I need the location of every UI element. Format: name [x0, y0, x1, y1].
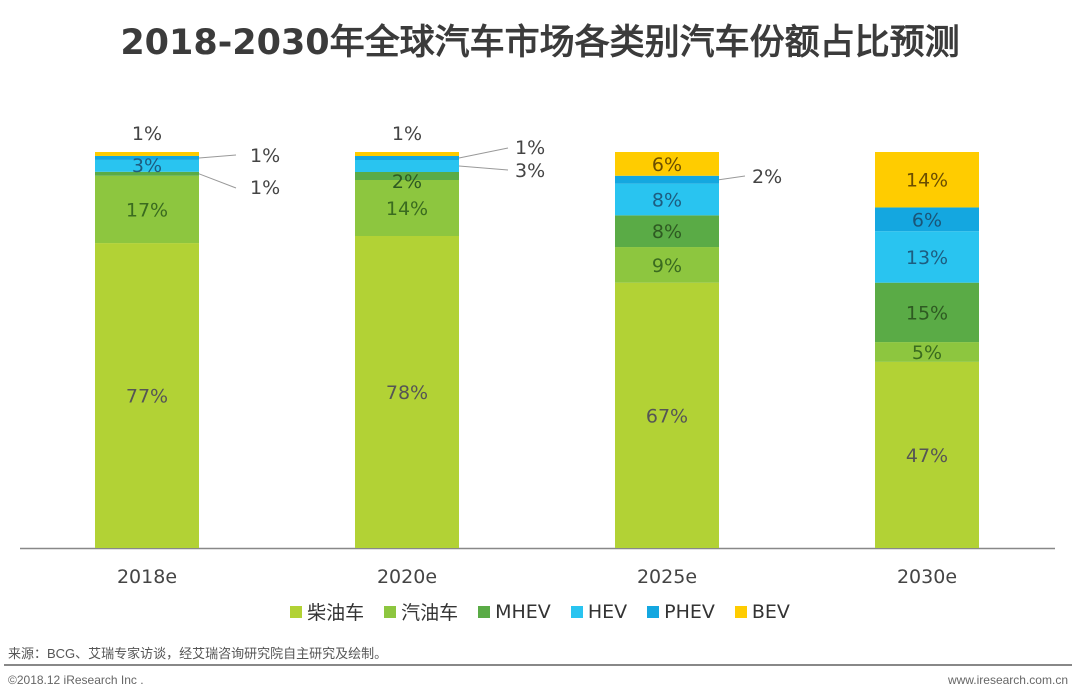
- callout-line-2020e-4: [458, 147, 509, 159]
- bar-segment-2030e-5: [875, 152, 979, 208]
- bar-segment-2018e-4: [95, 155, 199, 160]
- bar-segment-2025e-5: [615, 152, 719, 176]
- legend-swatch: [647, 605, 660, 618]
- footer-divider: [4, 664, 1072, 666]
- legend-label: 柴油车: [307, 602, 365, 624]
- bar-segment-2025e-2: [615, 215, 719, 248]
- callout-line-2018e-4: [198, 154, 237, 159]
- bar-segment-2030e-3: [875, 231, 979, 283]
- legend-label: 汽油车: [401, 602, 459, 624]
- x-tick-label: 2018e: [117, 566, 177, 588]
- bar-segment-2018e-5: [95, 152, 199, 156]
- legend-item: 汽油车: [384, 598, 458, 625]
- bar-segment-2018e-0: [95, 243, 199, 548]
- data-label-2020e-3: 3%: [515, 160, 545, 182]
- legend-swatch: [570, 605, 583, 618]
- data-label-2018e-4: 1%: [250, 145, 280, 167]
- bar-segment-2020e-4: [355, 156, 459, 160]
- data-label-2030e-1: 5%: [912, 342, 942, 364]
- legend-swatch: [734, 605, 747, 618]
- data-label-2020e-1: 14%: [386, 198, 428, 220]
- legend-item: BEV: [734, 598, 790, 625]
- bar-segment-2025e-4: [615, 175, 719, 184]
- bar-segment-2025e-1: [615, 247, 719, 283]
- website-link[interactable]: www.iresearch.com.cn: [947, 673, 1068, 687]
- source-note: 来源：BCG、艾瑞专家访谈，经艾瑞咨询研究院自主研究及绘制。: [8, 646, 388, 661]
- callout-line-2020e-3: [458, 165, 509, 171]
- legend-swatch: [478, 605, 491, 618]
- data-label-2030e-3: 13%: [906, 247, 948, 269]
- x-tick-label: 2025e: [637, 566, 697, 588]
- legend-swatch: [290, 605, 303, 618]
- data-label-2018e-0: 77%: [126, 386, 168, 408]
- data-label-2030e-4: 6%: [912, 209, 942, 231]
- x-tick-label: 2020e: [377, 566, 437, 588]
- data-label-2025e-4: 2%: [752, 166, 782, 188]
- bar-segment-2020e-1: [355, 180, 459, 236]
- bar-segment-2018e-2: [95, 171, 199, 176]
- chart-title: 2018-2030年全球汽车市场各类别汽车份额占比预测: [120, 23, 960, 63]
- data-label-2030e-5: 14%: [906, 170, 948, 192]
- legend-item: 柴油车: [290, 598, 364, 625]
- bar-segment-2018e-3: [95, 159, 199, 172]
- data-label-2025e-2: 8%: [652, 221, 682, 243]
- legend-item: PHEV: [647, 598, 715, 625]
- legend-label: PHEV: [664, 600, 715, 623]
- legend-item: MHEV: [478, 598, 551, 625]
- legend-item: HEV: [570, 598, 628, 625]
- bar-segment-2030e-1: [875, 342, 979, 362]
- bar-segment-2025e-3: [615, 183, 719, 216]
- data-label-2018e-2: 1%: [250, 177, 280, 199]
- data-label-2025e-1: 9%: [652, 255, 682, 277]
- bar-segment-2030e-2: [875, 282, 979, 343]
- legend-swatch: [384, 605, 397, 618]
- chart-legend: 柴油车 汽油车 MHEV HEV PHEV BEV: [0, 598, 1080, 625]
- bar-segment-2020e-3: [355, 160, 459, 172]
- bar-segment-2020e-2: [355, 172, 459, 180]
- data-label-2018e-3: 3%: [132, 155, 162, 177]
- legend-label: BEV: [751, 600, 790, 623]
- data-label-2030e-2: 15%: [906, 302, 948, 324]
- data-label-2018e-1: 17%: [126, 199, 168, 221]
- data-label-2030e-0: 47%: [906, 445, 948, 467]
- data-label-2018e-5: 1%: [132, 123, 162, 145]
- data-label-2020e-0: 78%: [386, 382, 428, 404]
- data-label-2025e-0: 67%: [646, 405, 688, 427]
- data-label-2025e-5: 6%: [652, 154, 682, 176]
- data-label-2025e-3: 8%: [652, 190, 682, 212]
- data-label-2020e-2: 2%: [392, 171, 422, 193]
- bar-segment-2020e-5: [355, 152, 459, 156]
- callout-line-2025e-4: [718, 175, 746, 181]
- bar-segment-2030e-0: [875, 361, 979, 548]
- data-label-2020e-4: 1%: [515, 137, 545, 159]
- legend-label: HEV: [587, 600, 628, 623]
- copyright-text: ©2018.12 iResearch Inc .: [8, 673, 144, 687]
- bar-segment-2018e-1: [95, 175, 199, 244]
- bar-segment-2025e-0: [615, 282, 719, 548]
- callout-line-2018e-2: [198, 173, 237, 189]
- data-label-2020e-5: 1%: [392, 123, 422, 145]
- bar-segment-2020e-0: [355, 236, 459, 548]
- legend-label: MHEV: [495, 600, 551, 623]
- bar-segment-2030e-4: [875, 207, 979, 232]
- x-tick-label: 2030e: [897, 566, 957, 588]
